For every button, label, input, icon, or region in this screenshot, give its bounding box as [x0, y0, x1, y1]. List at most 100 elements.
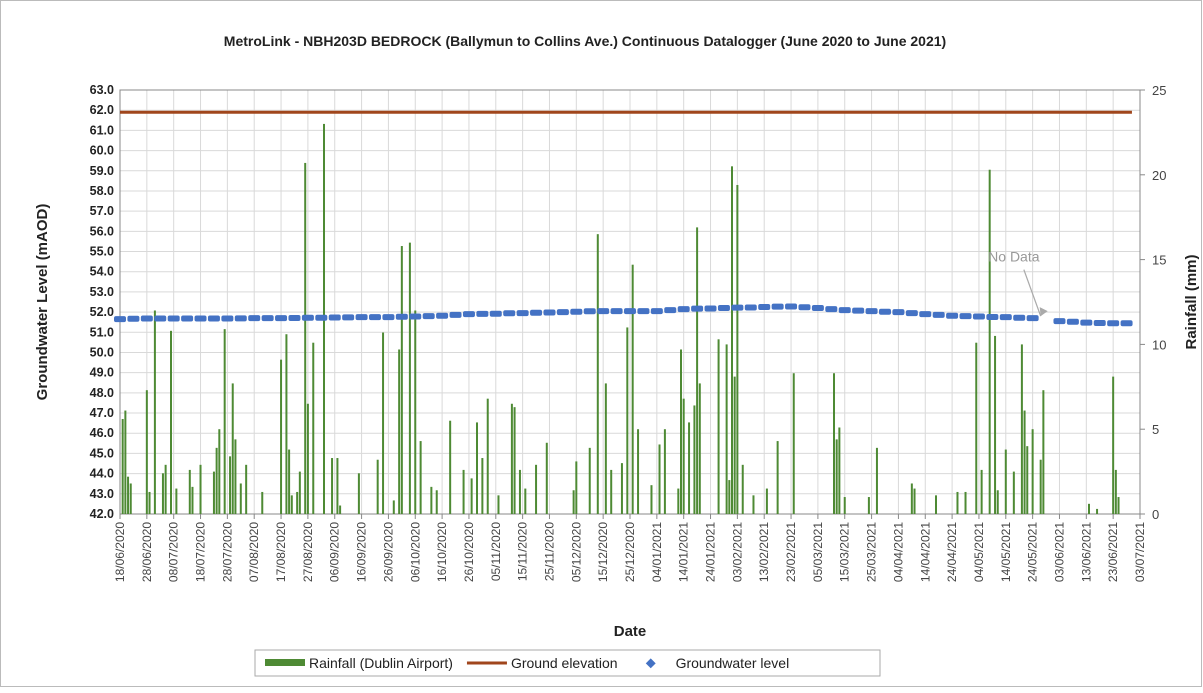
gw-point: [409, 313, 422, 320]
gw-point: [1053, 318, 1066, 325]
x-tick-label: 18/07/2020: [194, 522, 208, 582]
rain-bar: [148, 491, 151, 514]
rain-bar: [215, 447, 218, 514]
rain-bar: [610, 469, 613, 514]
y-axis-label: Groundwater Level (mAOD): [34, 204, 51, 401]
rain-bar: [476, 422, 478, 514]
rain-bar: [470, 478, 473, 514]
rain-bar: [1117, 497, 1120, 514]
x-tick-label: 08/07/2020: [167, 522, 181, 582]
rain-bar: [382, 332, 385, 514]
rain-bar: [234, 439, 237, 514]
rain-bar: [481, 458, 484, 514]
gw-point: [154, 315, 167, 322]
gw-point: [946, 312, 959, 319]
rain-bar: [1023, 410, 1026, 514]
rain-bar: [229, 456, 232, 514]
gw-point: [798, 304, 811, 311]
gw-point: [677, 306, 690, 313]
rain-bar: [994, 335, 997, 514]
rain-bar: [510, 403, 513, 514]
rain-bar: [588, 447, 591, 514]
x-tick-label: 18/06/2020: [113, 522, 127, 582]
rain-bar: [191, 486, 194, 514]
rain-bar: [312, 342, 315, 514]
legend-label: Ground elevation: [511, 655, 618, 671]
gw-point: [248, 315, 261, 322]
rain-bar: [572, 490, 575, 514]
x-tick-label: 06/10/2020: [408, 522, 422, 582]
rain-bar: [127, 476, 130, 514]
annotation-arrowhead: [1039, 307, 1048, 317]
gw-point: [691, 305, 704, 312]
y-tick-label: 62.0: [90, 103, 114, 117]
legend-box: [254, 649, 881, 677]
rain-bar: [688, 422, 691, 514]
gw-point: [1026, 315, 1039, 322]
x-tick-label: 25/11/2020: [542, 522, 556, 581]
rain-bar: [935, 495, 937, 514]
rain-bar: [218, 429, 221, 514]
gw-point: [879, 308, 891, 315]
rain-bar: [988, 169, 991, 514]
rain-bar: [604, 383, 607, 514]
rain-bar: [430, 486, 433, 514]
gw-point: [771, 303, 784, 310]
rain-bar: [164, 464, 167, 514]
gw-point: [436, 312, 449, 319]
rain-bar: [188, 469, 191, 514]
gw-point: [194, 315, 207, 322]
rain-bar: [696, 227, 699, 514]
x-tick-label: 23/06/2021: [1106, 522, 1120, 582]
rain-bar: [728, 480, 731, 514]
rain-bar: [161, 473, 164, 514]
y-tick-label: 47.0: [90, 406, 114, 420]
rain-bar: [631, 264, 634, 514]
rain-bar: [698, 383, 701, 514]
gw-point: [758, 304, 771, 311]
rain-bar: [336, 458, 339, 514]
rain-bar: [239, 483, 242, 514]
gw-point: [543, 309, 556, 316]
gw-point: [919, 311, 932, 318]
rain-bar: [449, 420, 452, 514]
x-tick-label: 27/08/2020: [301, 522, 315, 582]
rain-bar: [693, 405, 696, 514]
gw-point: [382, 314, 395, 321]
rain-bar: [524, 488, 527, 514]
rain-bar: [376, 459, 379, 514]
rain-bar: [964, 491, 967, 514]
gw-point: [825, 306, 838, 313]
legend-label: Rainfall (Dublin Airport): [309, 655, 453, 671]
gw-point: [583, 308, 596, 315]
gw-point: [1093, 319, 1106, 326]
rain-bar: [867, 497, 870, 514]
gw-point: [476, 310, 489, 317]
rain-bar: [331, 458, 334, 514]
rain-bar: [1112, 376, 1115, 514]
rain-bar: [956, 491, 959, 514]
gw-point: [597, 308, 610, 315]
y-tick-label: 50.0: [90, 345, 114, 359]
x-tick-label: 04/01/2021: [650, 522, 664, 582]
gw-point: [999, 314, 1012, 321]
x-tick-label: 04/05/2021: [972, 522, 986, 582]
gw-point: [610, 308, 623, 315]
x-tick-label: 28/07/2020: [220, 522, 234, 582]
rain-bar: [414, 310, 417, 514]
x-tick-label: 03/06/2021: [1052, 522, 1066, 582]
gw-point: [449, 311, 462, 318]
x-tick-label: 26/10/2020: [462, 522, 476, 582]
rain-bar: [838, 427, 841, 514]
y-tick-label: 48.0: [90, 386, 114, 400]
rain-bar: [620, 463, 623, 514]
rain-bar: [170, 330, 172, 514]
rain-bar: [435, 490, 438, 514]
rain-bar: [1042, 390, 1045, 514]
rain-bar: [408, 242, 411, 514]
y-tick-label: 57.0: [90, 204, 114, 218]
gw-point: [181, 315, 194, 322]
gw-point: [395, 313, 408, 320]
x-tick-label: 05/11/2020: [489, 522, 503, 581]
rain-bar: [129, 483, 132, 514]
